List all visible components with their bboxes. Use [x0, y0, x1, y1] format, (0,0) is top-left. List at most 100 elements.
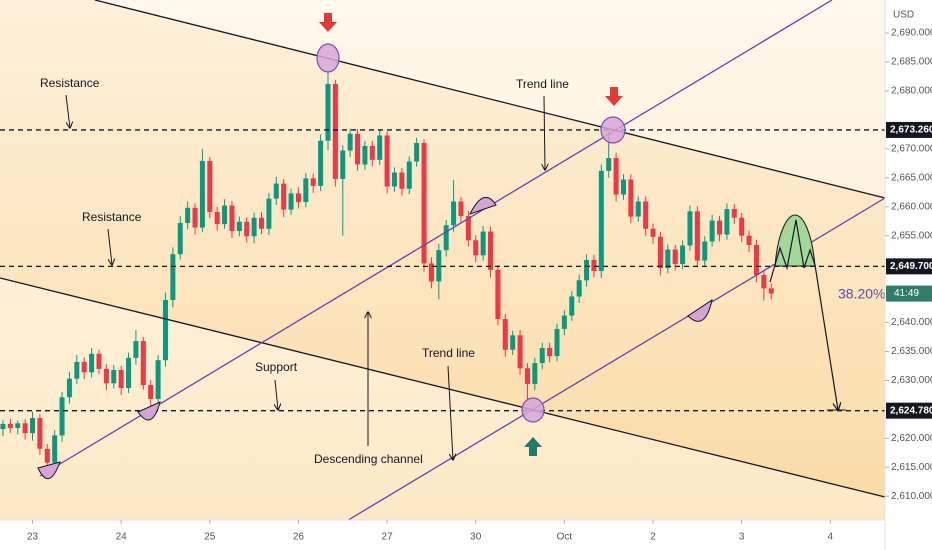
body [288, 193, 294, 210]
body [451, 201, 457, 226]
body [325, 83, 331, 141]
y-tick-label: 2,660.000 [891, 201, 932, 212]
body [628, 179, 634, 217]
body [717, 220, 723, 235]
pointer [544, 95, 545, 170]
body [44, 448, 50, 463]
y-tick-label: 2,630.000 [891, 375, 932, 386]
body [251, 217, 257, 237]
body [753, 244, 759, 276]
body [384, 135, 390, 187]
arc [37, 461, 61, 479]
body [502, 319, 508, 350]
body [391, 172, 397, 187]
body [214, 211, 220, 225]
body [443, 225, 449, 251]
body [59, 397, 65, 436]
body [0, 423, 6, 430]
body [126, 357, 132, 388]
level-label: 2,673.260 [890, 125, 932, 136]
body [576, 280, 582, 297]
annotation: Support [255, 360, 298, 374]
body [591, 260, 597, 272]
body [332, 83, 338, 179]
pointer [447, 365, 453, 460]
level-tag [886, 258, 932, 275]
y-tick-label: 2,635.000 [891, 346, 932, 357]
body [665, 249, 671, 269]
body [709, 220, 715, 242]
body [421, 143, 427, 264]
body [111, 370, 117, 384]
body [103, 368, 109, 384]
axes: 2,690.000 2,685.000 2,680.000 2,670.000 2,66… [27, 28, 932, 543]
body [199, 160, 205, 228]
y-tick-label: 2,665.000 [891, 172, 932, 183]
body [680, 245, 686, 265]
body [369, 145, 375, 160]
body [7, 423, 13, 428]
body [702, 241, 708, 261]
body [620, 179, 626, 195]
y-tick-label: 2,655.000 [891, 230, 932, 241]
x-tick-label: 30 [470, 532, 482, 543]
pointer [65, 94, 70, 128]
body [310, 178, 316, 186]
body [517, 335, 523, 369]
body [524, 368, 530, 384]
body [170, 254, 176, 300]
body [761, 275, 767, 289]
body [768, 288, 774, 294]
body [281, 183, 287, 210]
body [236, 221, 242, 232]
body [635, 201, 641, 217]
body [52, 435, 58, 463]
body [406, 161, 412, 189]
annotation: Resistance [40, 76, 100, 90]
body [731, 209, 737, 218]
body [724, 209, 730, 235]
countdown: 41:49 [894, 288, 919, 299]
body [66, 378, 72, 398]
body [643, 201, 649, 229]
body [473, 240, 479, 256]
body [96, 353, 102, 369]
body [222, 205, 228, 225]
body [510, 335, 516, 350]
body [436, 250, 442, 282]
body [140, 341, 146, 386]
body [657, 236, 663, 269]
body [244, 221, 250, 237]
body [89, 353, 95, 373]
body [428, 263, 434, 282]
x-tick-label: 3 [739, 532, 745, 543]
body [177, 222, 183, 255]
channel-upper [94, 0, 886, 199]
up-arrow [524, 437, 542, 456]
body [155, 360, 161, 399]
x-tick-label: 25 [204, 532, 216, 543]
time-axis [0, 520, 885, 550]
y-tick-label: 2,640.000 [891, 317, 932, 328]
body [295, 193, 301, 203]
body [414, 143, 420, 162]
body [569, 296, 575, 316]
body [584, 260, 590, 281]
x-tick-label: Oct [557, 532, 573, 543]
body [133, 341, 139, 358]
highlight [521, 397, 545, 423]
body [694, 211, 700, 261]
arc [469, 196, 497, 215]
body [377, 135, 383, 160]
body [148, 385, 154, 399]
y-tick-label: 2,620.000 [891, 433, 932, 444]
annotation: Trend line [422, 346, 475, 360]
body [30, 418, 36, 434]
body [495, 269, 501, 320]
body [746, 235, 752, 245]
y-tick-label: 2,610.000 [891, 491, 932, 502]
body [318, 140, 324, 186]
down-arrow [319, 13, 337, 32]
body [650, 228, 656, 237]
countdown-tag [886, 285, 932, 302]
